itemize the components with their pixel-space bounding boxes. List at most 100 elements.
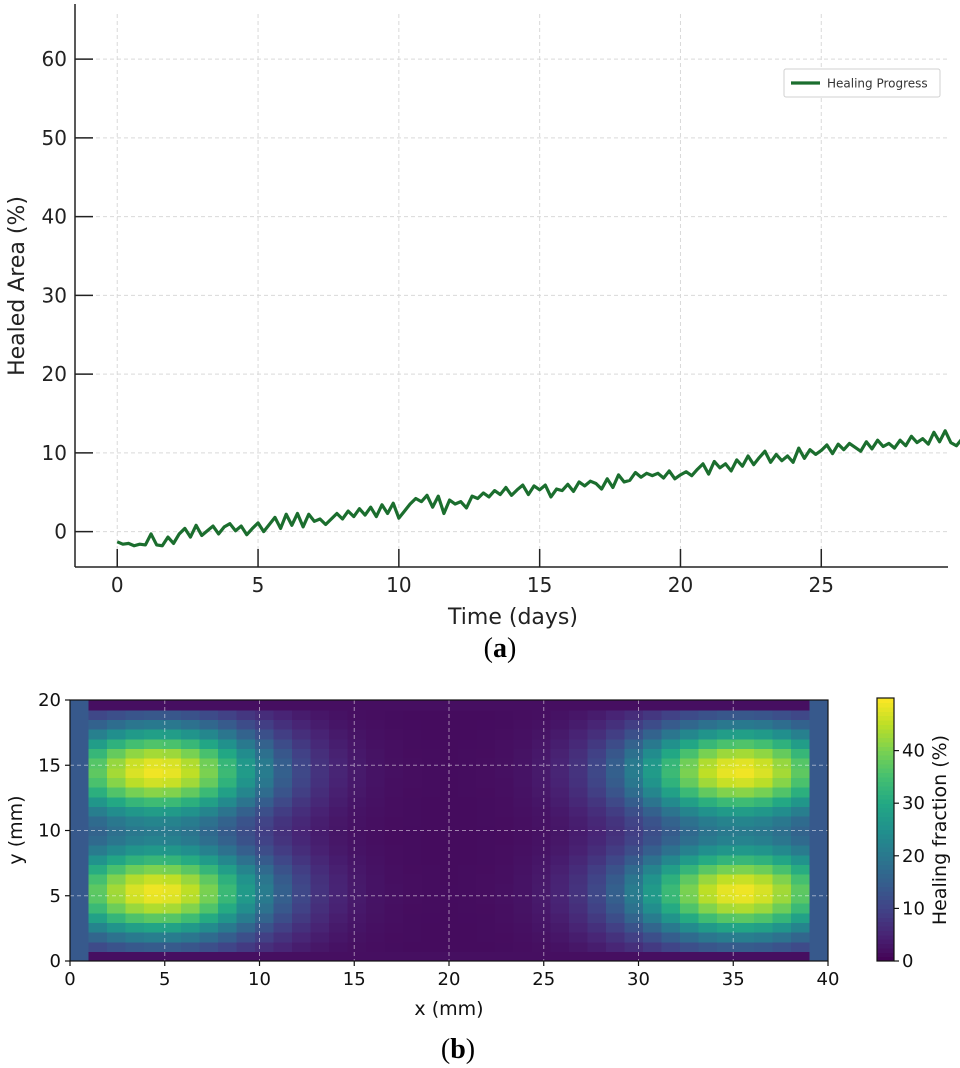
heatmap-cell (143, 767, 164, 778)
heatmap-cell (125, 729, 145, 740)
heatmap-cell (106, 825, 127, 836)
heatmap-cell (236, 729, 256, 740)
heatmap-cell (273, 748, 293, 759)
heatmap-cell (624, 893, 644, 904)
heatmap-cell (772, 738, 792, 749)
heatmap-cell (717, 738, 737, 749)
heatmap-cell (125, 854, 145, 865)
heatmap-cell (143, 893, 164, 904)
heatmap-cell (162, 709, 182, 720)
heatmap-cell (809, 864, 829, 875)
heatmap-cell (772, 758, 792, 769)
heatmap-cell (439, 874, 459, 885)
heatmap-cell (328, 729, 348, 740)
heatmap-cell (569, 787, 589, 798)
heatmap-cell (291, 777, 311, 788)
heatmap-cell (735, 758, 755, 769)
heatmap-cell (384, 796, 404, 807)
heatmap-cell (180, 932, 201, 943)
heatmap-cell (125, 835, 145, 846)
x-tick-label: 20 (668, 573, 693, 597)
heatmap-cell (421, 709, 441, 720)
heatmap-cell (772, 777, 792, 788)
heatmap-cell (217, 903, 237, 914)
heatmap-cell (328, 941, 348, 952)
heatmap-cell (328, 787, 348, 798)
heatmap-cell (125, 700, 145, 711)
heatmap-cell (236, 941, 256, 952)
heatmap-cell (513, 893, 533, 904)
heatmap-cell (495, 941, 515, 952)
heatmap-cell (180, 941, 201, 952)
x-tick-label: 10 (386, 573, 411, 597)
heatmap-cell (661, 806, 681, 817)
heatmap-cell (273, 700, 293, 711)
heatmap-cell (495, 700, 515, 711)
heatmap-cell (458, 816, 478, 827)
heatmap-cell (680, 835, 700, 846)
heatmap-cell (180, 864, 201, 875)
heatmap-cell (254, 738, 274, 749)
heatmap-cell (791, 864, 811, 875)
heatmap-cell (199, 816, 219, 827)
colorbar-segment (877, 860, 894, 866)
heatmap-cell (199, 729, 219, 740)
heatmap-cell (180, 874, 201, 885)
heatmap-cell (587, 796, 607, 807)
heatmap-cell (217, 854, 237, 865)
heatmap-cell (624, 864, 644, 875)
heatmap-cell (754, 912, 774, 923)
heatmap-cell (680, 845, 700, 856)
heatmap-cell (791, 845, 811, 856)
heatmap-cell (125, 903, 145, 914)
heatmap-cell (162, 854, 182, 865)
heatmap-cell (772, 729, 792, 740)
heatmap-cell (384, 767, 404, 778)
heatmap-cell (217, 738, 237, 749)
heatmap-cell (680, 932, 700, 943)
heatmap-cell (162, 845, 182, 856)
heatmap-cell (513, 874, 533, 885)
heatmap-cell (735, 748, 755, 759)
heatmap-cell (680, 941, 700, 952)
heatmap-cell (384, 903, 404, 914)
heatmap-cell (772, 787, 792, 798)
heatmap-cell (143, 709, 164, 720)
heatmap-cell (587, 709, 607, 720)
heatmap-cell (365, 709, 385, 720)
heatmap-cell (162, 883, 182, 894)
heatmap-cell (698, 874, 718, 885)
heatmap-cell (106, 922, 127, 933)
heatmap-cell (513, 864, 533, 875)
colorbar-segment (877, 895, 894, 901)
heatmap-cell (698, 767, 718, 778)
heatmap-cell (347, 912, 367, 923)
heatmap-cell (328, 738, 348, 749)
heatmap-cell (162, 748, 182, 759)
heatmap-cell (606, 700, 626, 711)
colorbar-segment (877, 908, 894, 914)
colorbar: 0 10 20 30 40 Healing fraction (%) (876, 697, 951, 972)
heatmap-cell (421, 777, 441, 788)
heatmap-cell (162, 941, 182, 952)
heatmap-cell (439, 700, 459, 711)
heatmap-cell (254, 932, 274, 943)
heatmap-cell (772, 951, 792, 962)
heatmap-cell (421, 700, 441, 711)
heatmap-cell (754, 816, 774, 827)
heatmap-cell (70, 758, 90, 769)
heatmap-cell (291, 709, 311, 720)
heatmap-cell (439, 883, 459, 894)
heatmap-cell (421, 941, 441, 952)
heatmap-cell (421, 912, 441, 923)
heatmap-cell (70, 787, 90, 798)
heatmap-cell (70, 903, 90, 914)
heatmap-cell (273, 787, 293, 798)
heatmap-cell (199, 941, 219, 952)
heatmap-cell (106, 932, 127, 943)
heatmap-cell (88, 796, 108, 807)
heatmap-cell (217, 932, 237, 943)
heatmap-cell (550, 903, 570, 914)
heatmap-cell (70, 700, 90, 711)
heatmap-cell (606, 845, 626, 856)
